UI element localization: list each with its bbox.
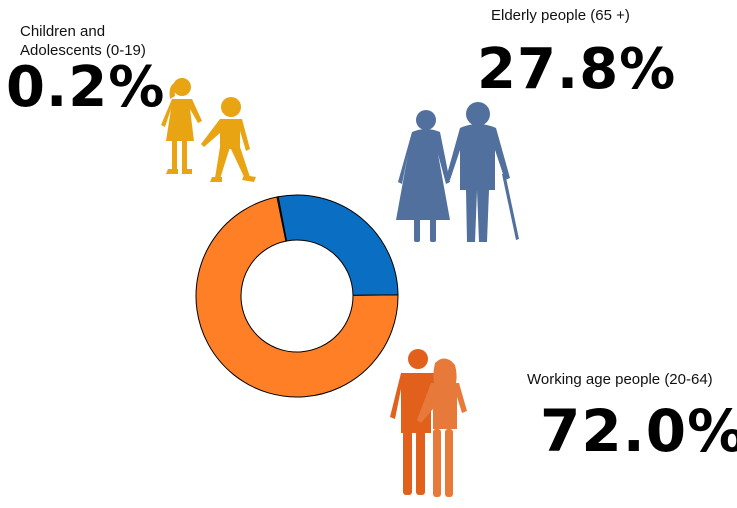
working-label: Working age people (20-64) [527,371,713,388]
elderly-percent: 27.8% [477,37,677,102]
donut-slice-1 [277,194,399,296]
children-label-line1: Children and [20,23,106,40]
children-icon [161,78,256,182]
working-percent: 72.0% [540,397,737,465]
children-percent: 0.2% [6,55,166,120]
donut-slice-2 [195,196,399,398]
children-label: Children and Adolescents (0-19) [20,22,180,60]
elderly-couple-icon [396,102,519,242]
children-label-line2: Adolescents (0-19) [20,42,146,59]
working-age-couple-icon [390,349,467,497]
elderly-label: Elderly people (65 +) [491,7,630,24]
